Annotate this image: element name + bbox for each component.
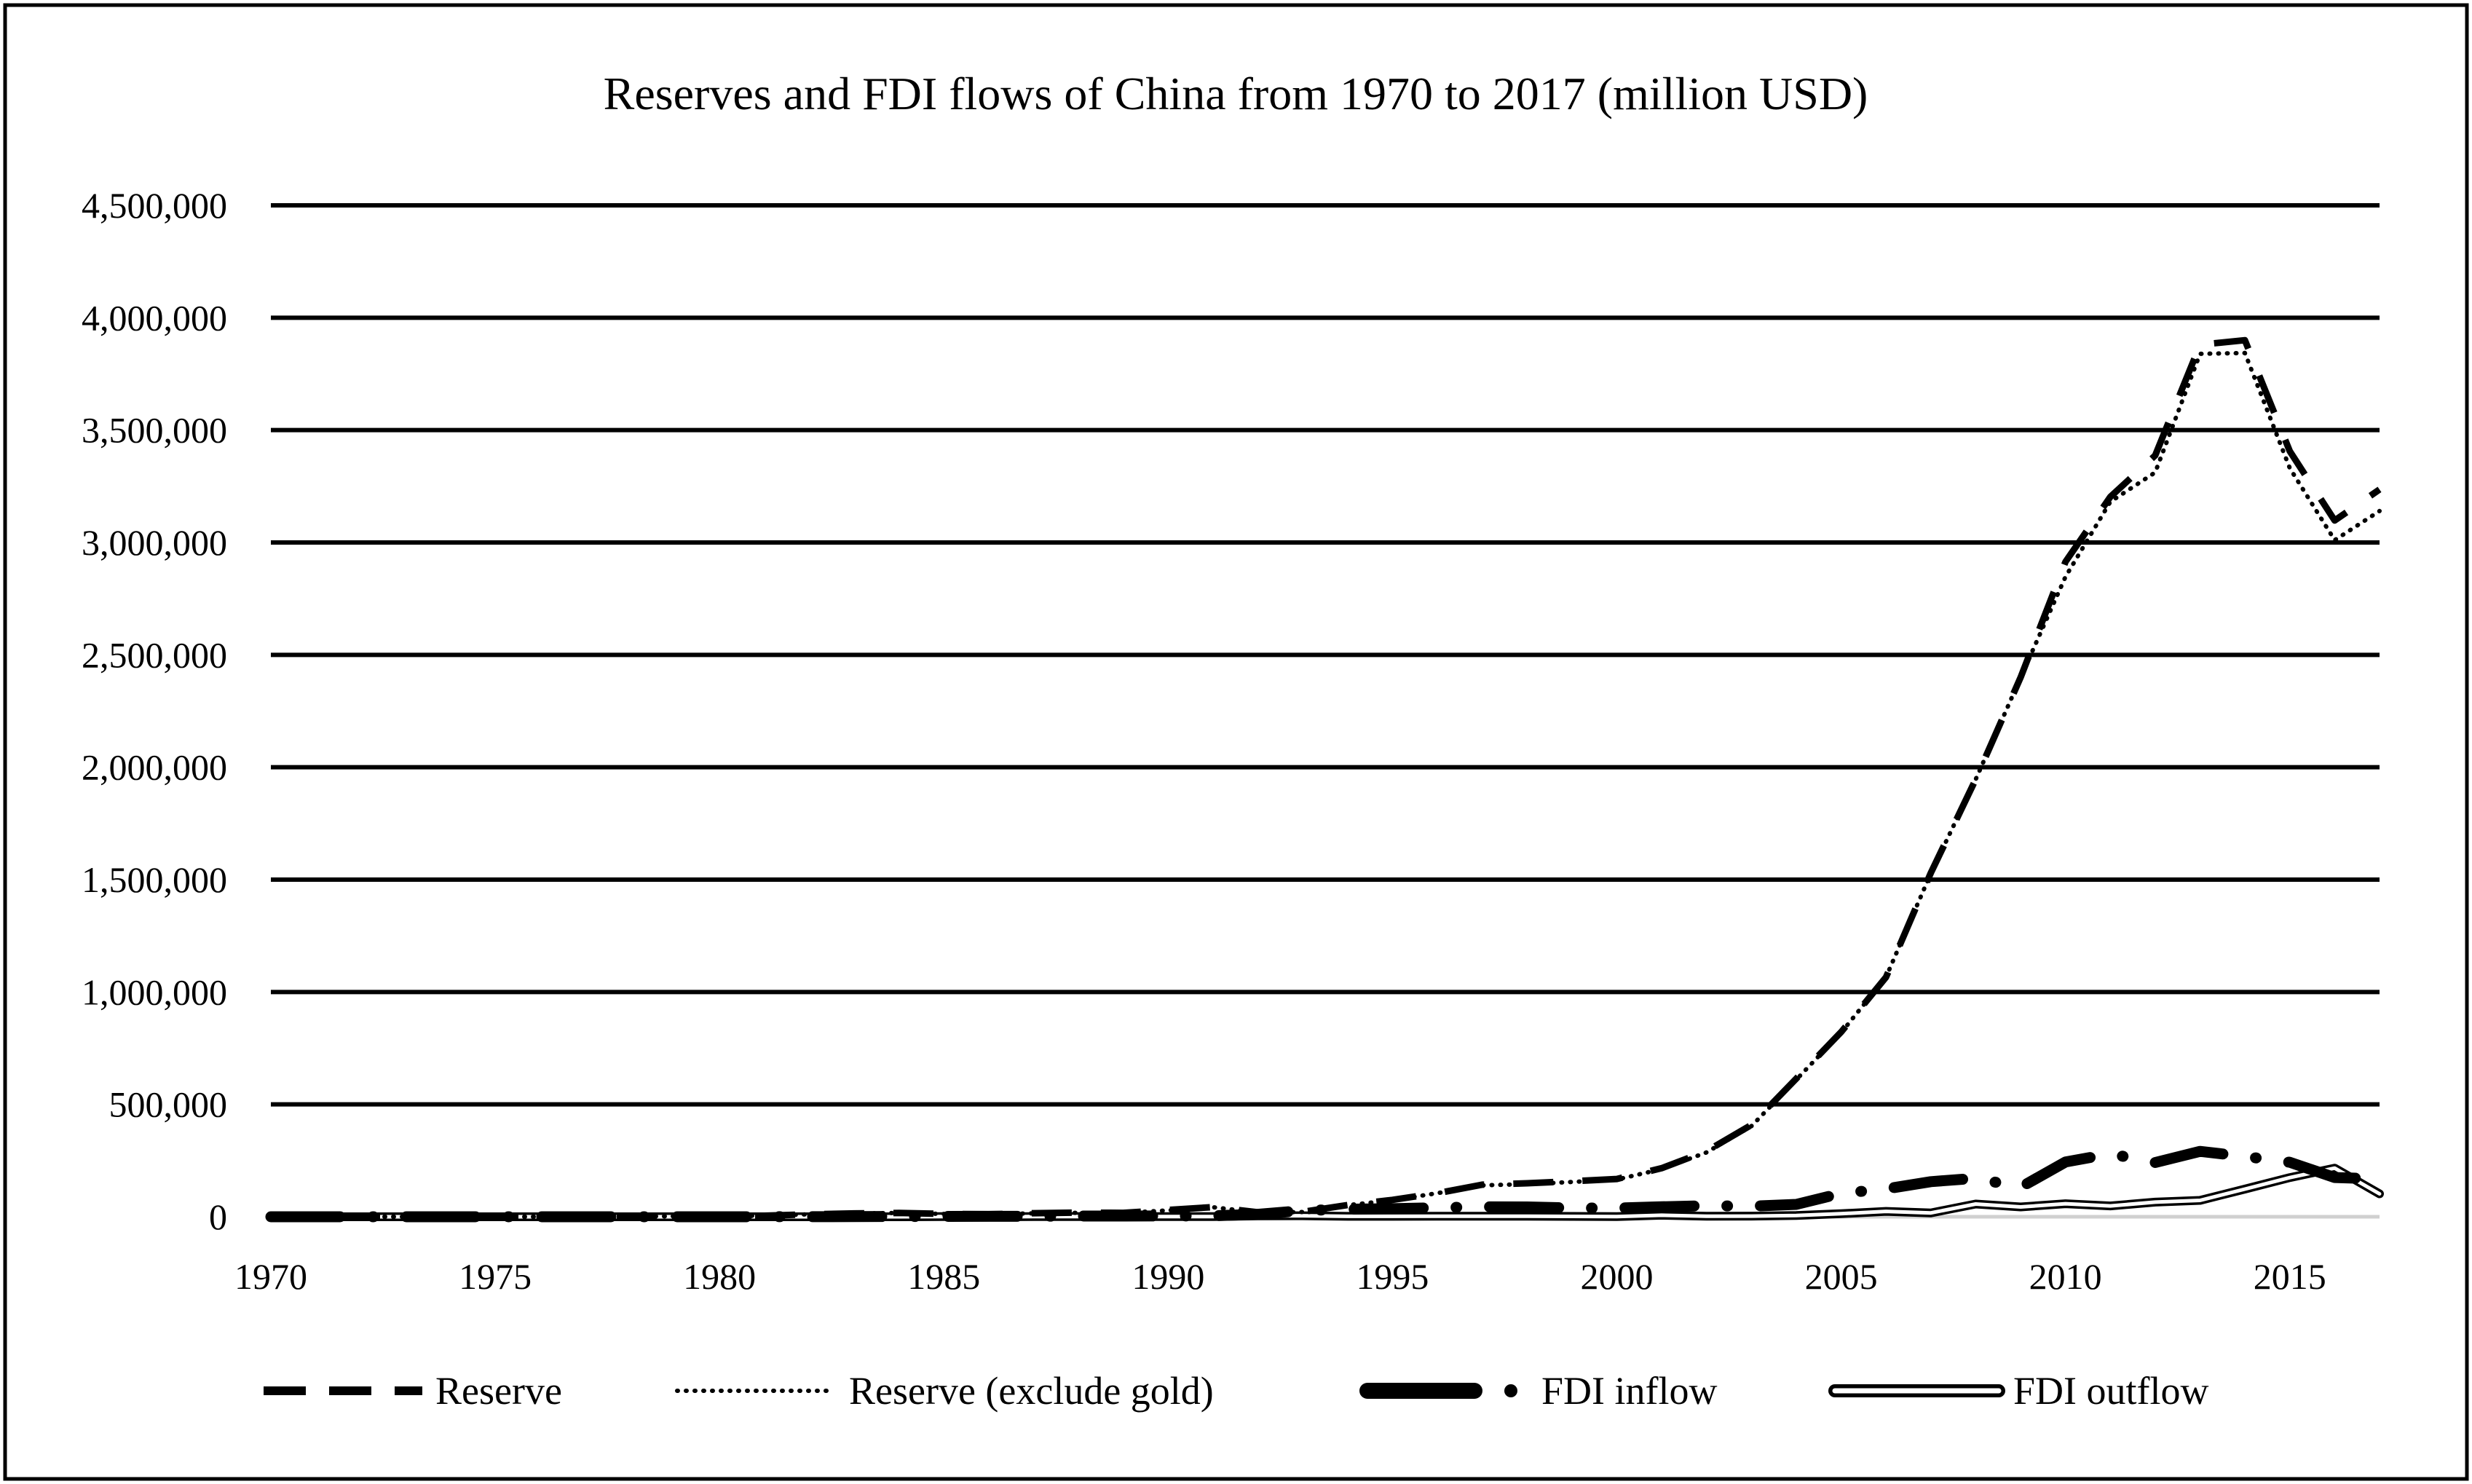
x-tick-label: 1990 (1132, 1256, 1204, 1297)
x-tick-label: 1975 (459, 1256, 532, 1297)
x-tick-label: 1980 (683, 1256, 756, 1297)
y-tick-label: 1,000,000 (82, 971, 227, 1012)
x-tick-label: 2005 (1805, 1256, 1878, 1297)
legend-item-fdi-outflow: FDI outflow (1828, 1369, 2209, 1413)
legend-item-fdi-inflow: FDI inflow (1359, 1369, 1718, 1413)
legend-label: Reserve (exclude gold) (849, 1369, 1214, 1413)
y-tick-label: 3,000,000 (82, 522, 227, 563)
x-tick-label: 2010 (2029, 1256, 2102, 1297)
legend-item-reserve: Reserve (264, 1369, 562, 1413)
y-tick-label: 4,000,000 (82, 297, 227, 338)
y-tick-label: 500,000 (109, 1084, 228, 1125)
legend-label: FDI inflow (1541, 1369, 1718, 1413)
y-tick-label: 4,500,000 (82, 185, 227, 226)
y-tick-label: 2,000,000 (82, 747, 227, 788)
x-axis-tick-labels: 1970 1975 1980 1985 1990 1995 2000 2005 2010 2015 (234, 1256, 2326, 1297)
series-lines (265, 336, 2385, 1223)
chart-frame (3, 3, 2469, 1481)
legend: Reserve Reserve (exclude gold) FDI inflow F… (264, 1369, 2209, 1413)
chart-title: Reserves and FDI flows of China from 197… (604, 68, 1868, 119)
series-line-reserve-exclude-gold (269, 350, 2382, 1219)
y-tick-label: 3,500,000 (82, 410, 227, 451)
series-reserve-exclude-gold (269, 350, 2382, 1219)
legend-item-reserve-exclude-gold: Reserve (exclude gold) (675, 1369, 1214, 1413)
legend-label: FDI outflow (2013, 1369, 2209, 1413)
y-tick-label: 0 (209, 1196, 227, 1237)
y-tick-label: 1,500,000 (82, 859, 227, 900)
legend-label: Reserve (435, 1369, 562, 1413)
x-tick-label: 2000 (1581, 1256, 1654, 1297)
x-tick-label: 1970 (234, 1256, 307, 1297)
legend-swatch-dot (1504, 1384, 1517, 1397)
y-axis-tick-labels: 0 500,000 1,000,000 1,500,000 2,000,000 2,500… (82, 185, 227, 1237)
y-tick-label: 2,500,000 (82, 634, 227, 675)
x-tick-label: 1995 (1356, 1256, 1429, 1297)
x-tick-label: 1985 (907, 1256, 980, 1297)
x-tick-label: 2015 (2254, 1256, 2326, 1297)
